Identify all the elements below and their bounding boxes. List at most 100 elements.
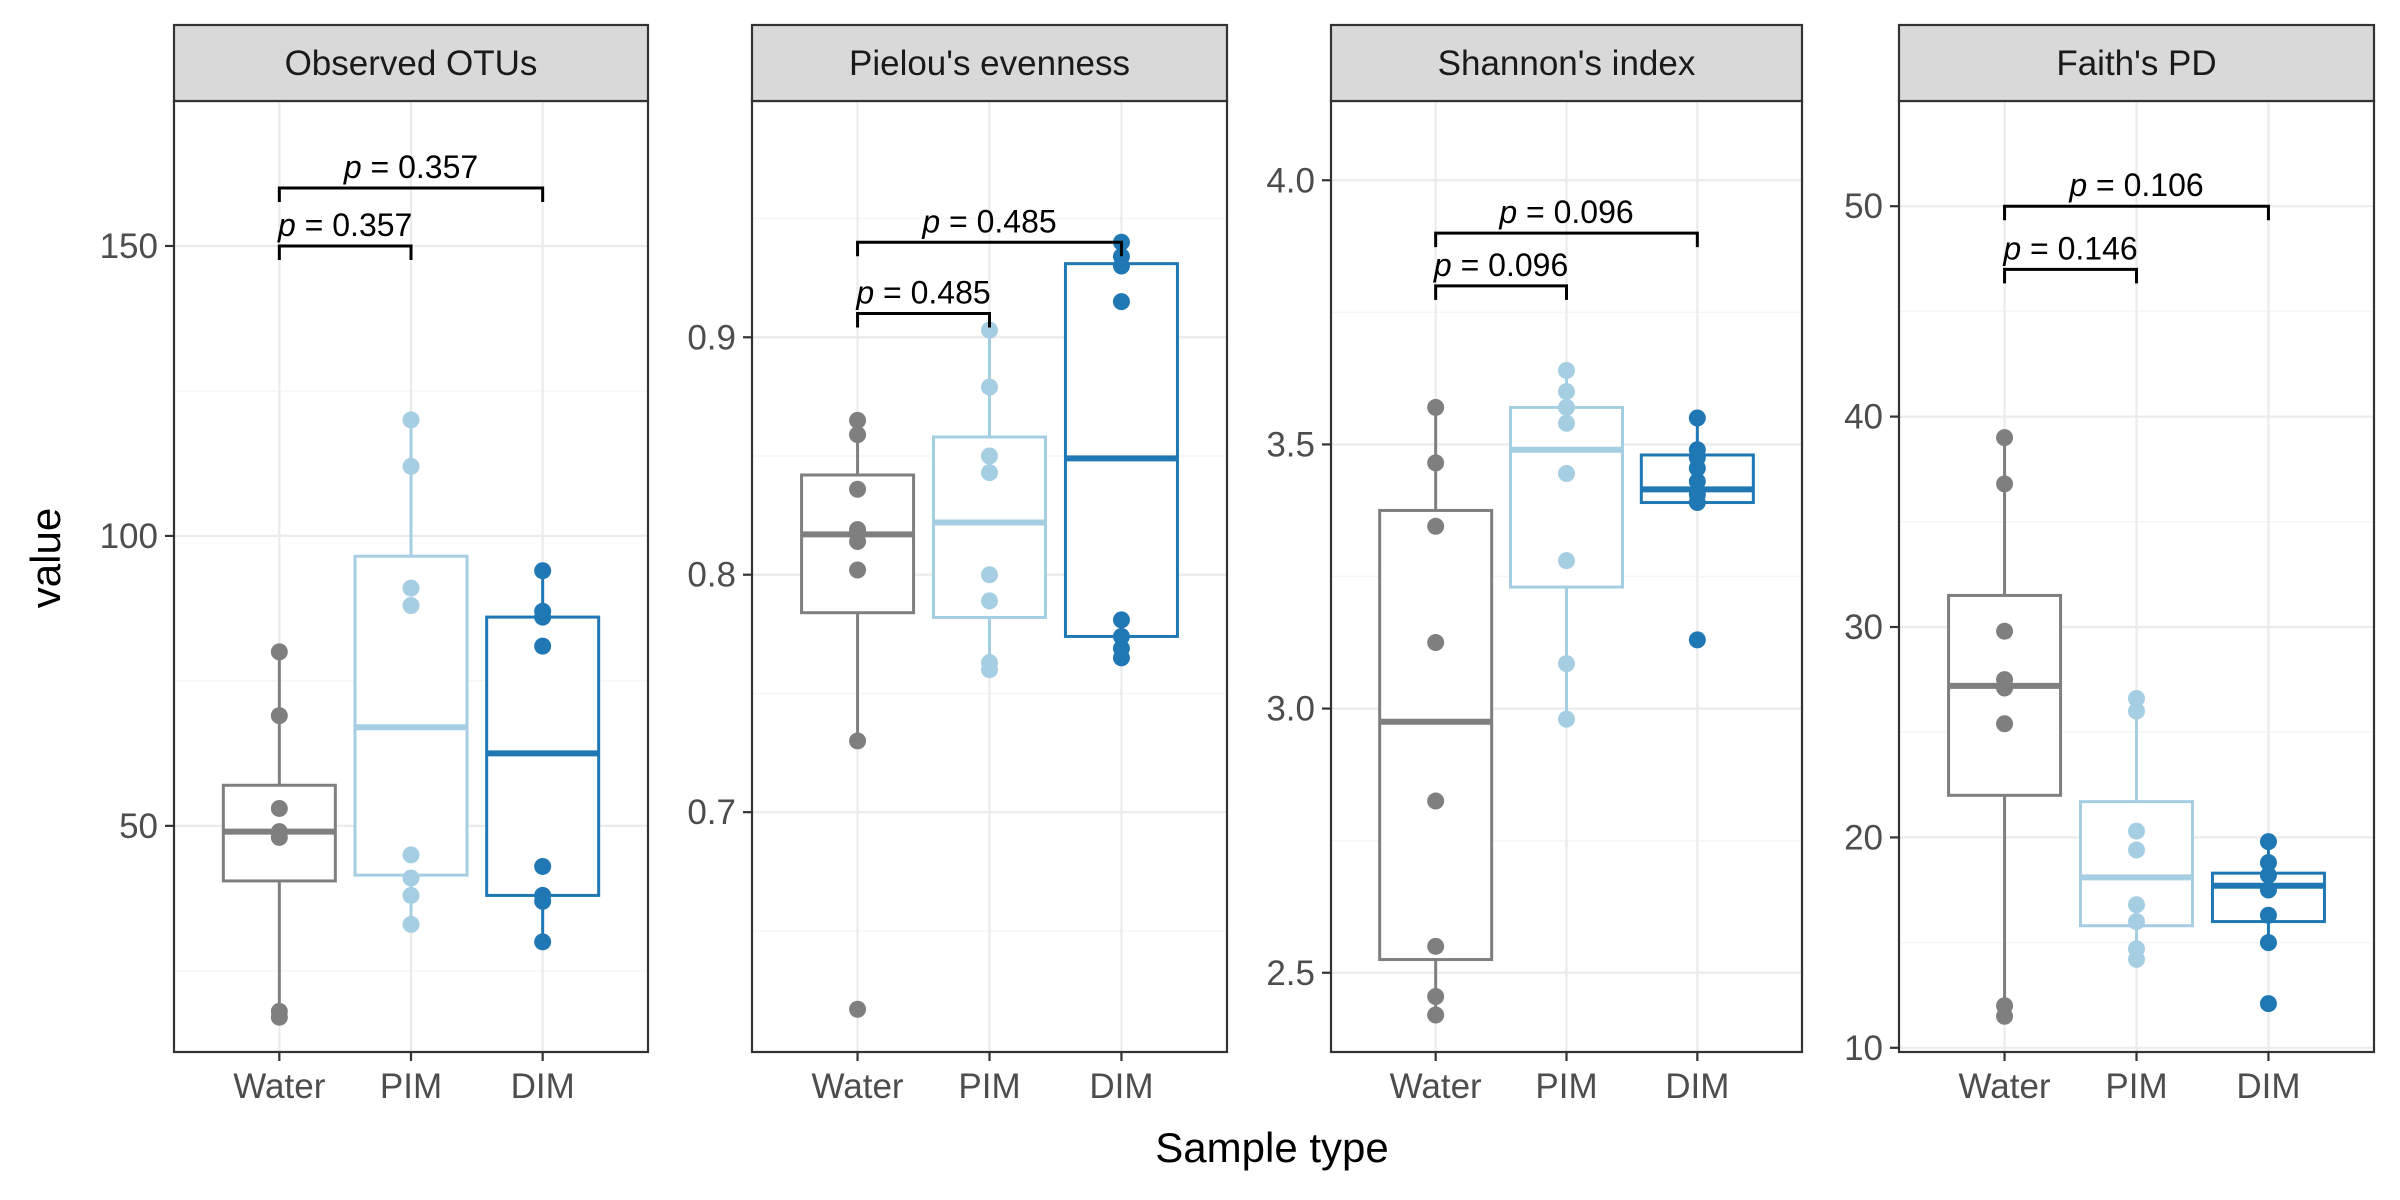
data-point-water [1427, 792, 1445, 810]
y-tick-label: 50 [119, 807, 158, 846]
y-tick-label: 100 [100, 517, 158, 556]
significance-bracket-1: p = 0.357 [277, 207, 413, 260]
y-tick-label: 3.0 [1266, 690, 1315, 729]
p-symbol: p [2002, 230, 2021, 266]
data-point-water [1996, 671, 2014, 689]
bracket-line [1434, 284, 1568, 300]
p-value-label: p = 0.096 [1498, 194, 1633, 230]
bracket-line [277, 186, 545, 202]
box-water [800, 420, 916, 741]
data-point-pim [981, 464, 998, 482]
data-point-pim [402, 411, 420, 429]
data-point-dim [2259, 854, 2277, 872]
p-value-label: p = 0.485 [855, 275, 990, 311]
box-iqr [1063, 262, 1179, 638]
p-value-label: p = 0.106 [2068, 167, 2203, 203]
data-point-pim [2128, 690, 2145, 708]
data-point-water [270, 707, 288, 725]
p-symbol: p [1433, 247, 1452, 283]
y-tick-label: 0.8 [687, 556, 736, 595]
p-value-text: = 0.106 [2087, 167, 2204, 203]
x-tick-label-water: Water [812, 1067, 904, 1106]
data-point-pim [981, 321, 998, 339]
facet-strip [750, 23, 1229, 103]
significance-bracket-1: p = 0.485 [855, 275, 991, 328]
p-value-text: = 0.096 [1517, 194, 1634, 230]
data-point-dim [2259, 934, 2277, 952]
facet-strip-title: Shannon's index [1438, 44, 1696, 83]
data-point-pim [981, 378, 998, 396]
y-tick-label: 0.7 [687, 793, 736, 832]
significance-bracket-2: p = 0.096 [1434, 194, 1699, 248]
p-value-text: = 0.485 [874, 275, 991, 311]
data-point-water [849, 1000, 867, 1018]
x-tick-label-water: Water [1959, 1067, 2051, 1106]
facet-strip [172, 23, 650, 103]
data-point-pim [402, 579, 420, 597]
data-point-water [270, 643, 288, 661]
p-symbol: p [277, 207, 296, 243]
data-point-water [1996, 715, 2014, 733]
data-point-dim [534, 602, 552, 620]
data-point-dim [1688, 631, 1706, 649]
data-point-pim [402, 886, 420, 904]
p-symbol: p [921, 203, 940, 239]
data-point-pim [2128, 913, 2145, 931]
data-point-water [1427, 517, 1445, 535]
data-point-dim [1112, 293, 1130, 311]
bracket-line [856, 312, 991, 328]
x-tick-label-dim: DIM [511, 1067, 575, 1106]
x-tick-label-dim: DIM [1089, 1067, 1153, 1106]
data-point-water [849, 480, 867, 498]
data-point-dim [2259, 881, 2277, 899]
x-tick-label-pim: PIM [958, 1067, 1020, 1106]
bracket-line [856, 240, 1123, 257]
box-iqr [800, 473, 916, 615]
bracket-line [1434, 231, 1699, 248]
data-point-water [1427, 398, 1445, 416]
y-tick-label: 3.5 [1266, 425, 1315, 464]
data-point-pim [1558, 464, 1575, 482]
y-tick-label: 20 [1844, 818, 1883, 857]
data-point-pim [981, 592, 998, 610]
data-point-dim [2259, 995, 2277, 1013]
data-point-water [1427, 988, 1445, 1006]
y-tick-label: 10 [1844, 1029, 1883, 1068]
data-point-water [1427, 454, 1445, 472]
box-iqr [932, 435, 1047, 619]
data-point-water [1996, 622, 2014, 640]
p-value-text: = 0.357 [296, 207, 413, 243]
p-value-label: p = 0.146 [2002, 230, 2137, 266]
data-point-dim [1688, 472, 1706, 490]
data-point-water [270, 799, 288, 817]
facet-strip [1897, 23, 2376, 103]
x-tick-label-water: Water [233, 1067, 325, 1106]
p-value-label: p = 0.357 [277, 207, 412, 243]
data-point-water [849, 532, 867, 550]
x-tick-label-dim: DIM [2236, 1067, 2300, 1106]
p-value-label: p = 0.096 [1433, 247, 1568, 283]
y-tick-label: 4.0 [1266, 161, 1315, 200]
box-dim [485, 570, 601, 942]
data-point-water [849, 561, 867, 579]
data-point-dim [1688, 409, 1706, 427]
y-tick-label: 0.9 [687, 318, 736, 357]
data-point-pim [1558, 383, 1575, 401]
data-point-water [849, 521, 867, 539]
box-water [1378, 407, 1494, 1016]
data-point-dim [1112, 611, 1130, 629]
data-point-pim [402, 915, 420, 933]
significance-bracket-1: p = 0.146 [2002, 230, 2138, 284]
data-point-dim [1112, 248, 1130, 266]
data-point-pim [981, 447, 998, 465]
data-point-dim [534, 857, 552, 875]
data-point-pim [1558, 414, 1575, 432]
box-iqr [1378, 508, 1494, 962]
p-value-text: = 0.146 [2021, 230, 2138, 266]
significance-bracket-2: p = 0.357 [277, 149, 545, 202]
data-point-water [270, 1002, 288, 1020]
